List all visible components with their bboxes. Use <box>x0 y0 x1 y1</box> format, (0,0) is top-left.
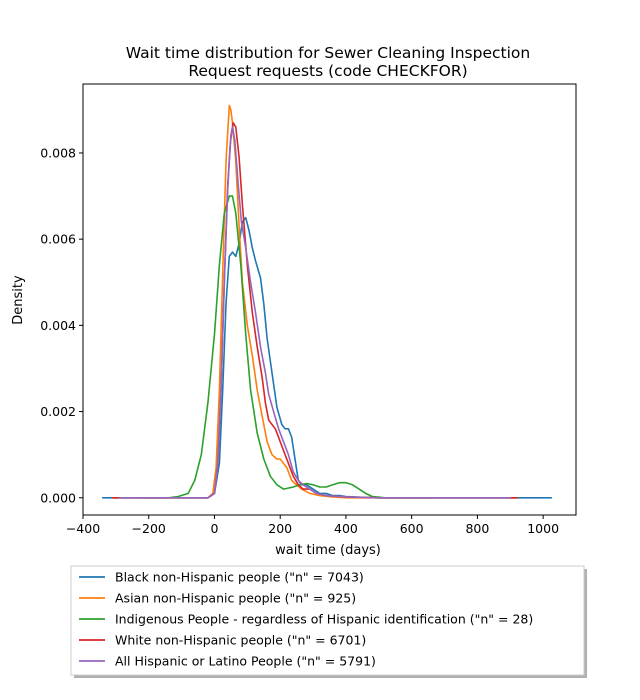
x-tick-label: 200 <box>268 521 292 536</box>
y-axis-label: Density <box>11 275 26 325</box>
series-line-2 <box>141 195 433 499</box>
legend-label-1: Asian non-Hispanic people ("n" = 925) <box>115 591 356 606</box>
x-axis: −400 −200 0 200 400 600 800 1000 <box>66 515 559 536</box>
x-tick-label: 1000 <box>527 521 559 536</box>
plot-area <box>101 104 553 499</box>
axes-frame <box>82 83 577 516</box>
y-axis: 0.000 0.002 0.004 0.006 0.008 <box>40 145 83 505</box>
legend: Black non-Hispanic people ("n" = 7043) As… <box>70 565 587 678</box>
chart-title-line-1: Wait time distribution for Sewer Cleanin… <box>126 44 530 62</box>
x-axis-label: wait time (days) <box>275 543 381 558</box>
y-tick-label: 0.000 <box>40 490 76 505</box>
x-tick-label: −400 <box>66 521 100 536</box>
legend-label-4: All Hispanic or Latino People ("n" = 579… <box>115 654 376 669</box>
y-tick-label: 0.008 <box>40 145 76 160</box>
legend-items: Black non-Hispanic people ("n" = 7043) As… <box>79 570 533 669</box>
y-tick-label: 0.006 <box>40 232 76 247</box>
legend-label-0: Black non-Hispanic people ("n" = 7043) <box>115 570 364 585</box>
x-tick-label: 800 <box>465 521 489 536</box>
x-tick-label: −200 <box>132 521 166 536</box>
x-tick-label: 600 <box>400 521 424 536</box>
series-line-4 <box>118 126 512 499</box>
legend-box <box>70 565 585 676</box>
series-line-1 <box>111 104 518 499</box>
x-tick-label: 400 <box>334 521 358 536</box>
legend-label-3: White non-Hispanic people ("n" = 6701) <box>115 633 366 648</box>
x-tick-label: 0 <box>210 521 218 536</box>
chart-title-line-2: Request requests (code CHECKFOR) <box>188 62 467 80</box>
y-tick-label: 0.002 <box>40 404 76 419</box>
legend-label-2: Indigenous People - regardless of Hispan… <box>115 612 533 627</box>
y-tick-label: 0.004 <box>40 318 76 333</box>
